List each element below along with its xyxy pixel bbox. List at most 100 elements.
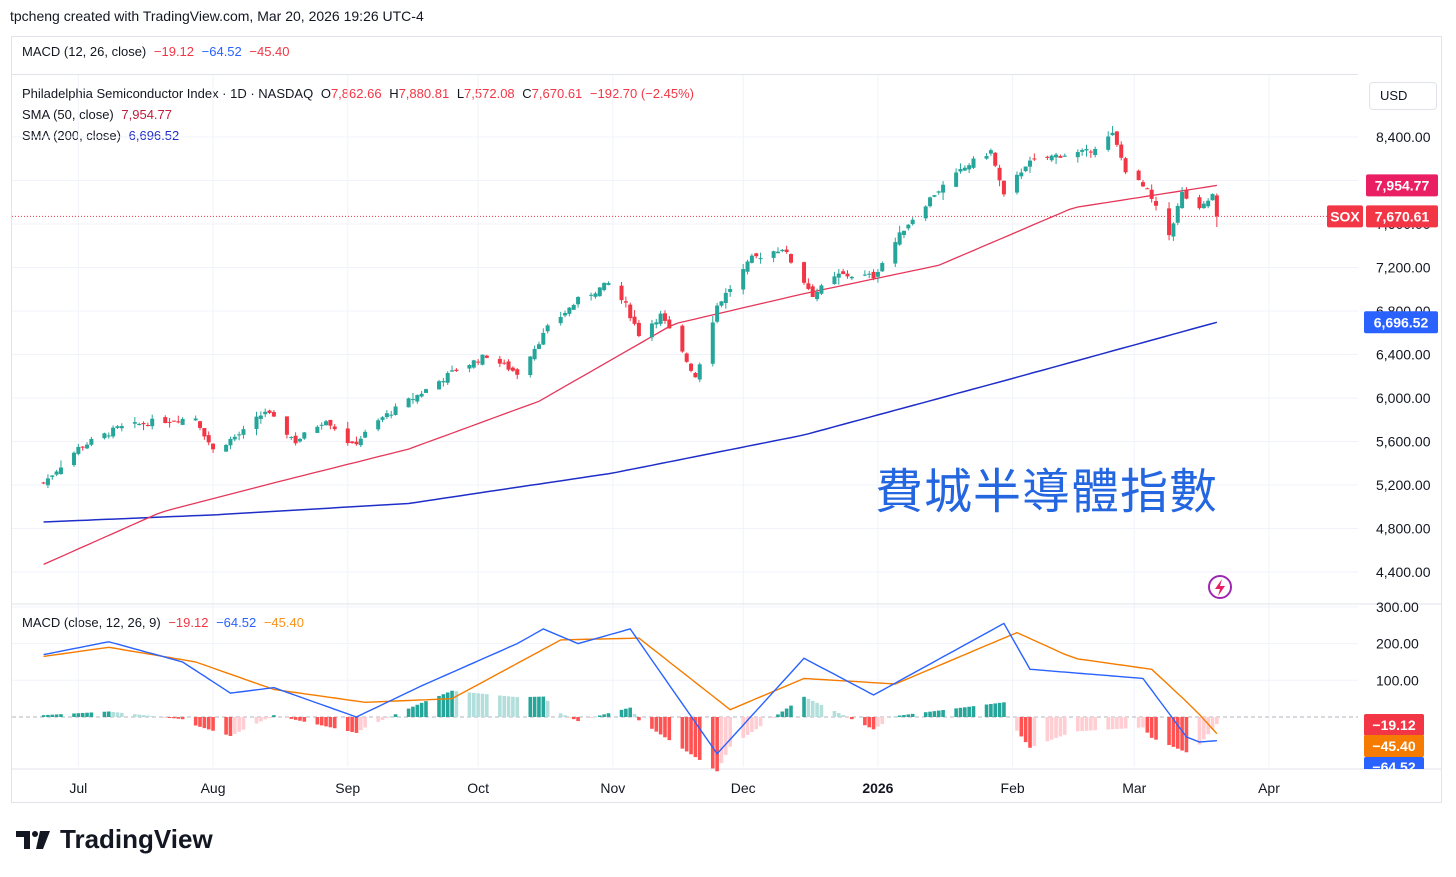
candle-body: [350, 441, 355, 443]
candle-body: [1032, 158, 1037, 160]
candle-body: [906, 224, 911, 229]
candle-body: [1028, 160, 1032, 167]
macd-histogram-bar: [80, 712, 85, 717]
macd-histogram-bar: [385, 717, 389, 719]
macd-histogram-bar: [1062, 717, 1067, 735]
macd-histogram-bar: [967, 706, 971, 717]
macd-histogram-bar: [954, 708, 958, 717]
candle-body: [967, 165, 972, 170]
candle-body: [928, 197, 933, 207]
candle-body: [901, 230, 906, 236]
candle-body: [1145, 188, 1150, 190]
candle-body: [180, 418, 185, 425]
candle-body: [993, 152, 998, 166]
macd-histogram-bar: [663, 717, 667, 738]
main-legend[interactable]: Philadelphia Semiconductor Index · 1D · …: [22, 86, 698, 101]
candle-body: [841, 271, 846, 275]
candle-body: [862, 274, 867, 276]
candle-body: [502, 362, 507, 364]
currency-selector[interactable]: USD: [1369, 82, 1437, 110]
macd-histogram-bar: [515, 697, 520, 717]
candle-body: [454, 369, 459, 371]
sma50-legend[interactable]: SMA (50, close) 7,954.77: [22, 107, 176, 122]
macd-histogram-bar: [771, 717, 776, 718]
macd-histogram-bar: [1145, 717, 1150, 733]
sma200-legend[interactable]: SMA (200, close) 6,696.52: [22, 128, 183, 143]
macd-histogram-bar: [650, 717, 654, 729]
candle-body: [437, 381, 442, 390]
candle-body: [89, 438, 94, 445]
candle-body: [384, 413, 389, 418]
candle-body: [410, 399, 415, 401]
macd-histogram-bar: [241, 717, 246, 730]
candle-body: [715, 305, 720, 322]
macd-histogram-bar: [632, 713, 637, 717]
macd-signal-line: [43, 631, 1218, 735]
candle-body: [754, 253, 759, 257]
macd-histogram-bar: [1110, 717, 1115, 730]
macd-legend[interactable]: MACD (close, 12, 26, 9) −19.12 −64.52 −4…: [22, 615, 308, 630]
x-tick-label: Sep: [335, 780, 360, 796]
candle-body: [80, 446, 85, 448]
macd-histogram-bar: [906, 714, 911, 717]
macd-histogram-bar: [680, 717, 685, 749]
macd-histogram-bar: [971, 706, 976, 717]
macd-histogram-bar: [441, 694, 446, 717]
candle-body: [1106, 136, 1111, 150]
candle-body: [510, 367, 515, 371]
macd-histogram-bar: [654, 717, 659, 732]
macd-histogram-bar: [228, 717, 233, 736]
candle-body: [1123, 158, 1128, 173]
macd-histogram-bar: [567, 717, 572, 718]
candle-body: [649, 323, 654, 338]
macd-histogram-bar: [263, 717, 267, 720]
candle-body: [1014, 174, 1019, 193]
candle-body: [302, 432, 307, 439]
x-tick-label: Dec: [731, 780, 756, 796]
sma50-value: 7,954.77: [121, 107, 172, 122]
macd-histogram-bar: [41, 715, 46, 717]
candle-body: [328, 419, 333, 426]
x-tick-label: Aug: [201, 780, 226, 796]
candle-body: [471, 360, 476, 368]
macd-histogram-bar: [363, 717, 367, 728]
macd-histogram-bar: [146, 715, 150, 717]
candle-body: [1110, 132, 1115, 136]
macd-y-tick-label: 200.00: [1376, 636, 1419, 652]
macd-histogram-bar: [54, 714, 59, 717]
top-macd-legend[interactable]: MACD (12, 26, close) −19.12 −64.52 −45.4…: [22, 44, 294, 59]
candle-body: [910, 219, 915, 225]
macd-signal-badge-bg: [1364, 735, 1424, 757]
candle-body: [476, 361, 481, 363]
candle-body: [867, 273, 872, 275]
candle-body: [423, 389, 428, 393]
tradingview-footer[interactable]: TradingView: [16, 824, 213, 855]
candle-body: [267, 410, 272, 413]
candle-body: [1001, 180, 1006, 195]
candle-body: [258, 415, 263, 419]
macd-histogram-bar: [1123, 717, 1128, 729]
tv-bolt-icon[interactable]: [1208, 575, 1232, 599]
macd-signal-badge: −45.40: [1372, 738, 1415, 754]
macd-histogram-bar: [902, 714, 906, 717]
candle-body: [167, 421, 172, 423]
macd-histogram-bar: [476, 693, 480, 717]
macd-histogram-bar: [863, 717, 867, 726]
candle-body: [680, 325, 685, 352]
macd-histogram-bar: [259, 717, 263, 722]
macd-histogram-bar: [285, 717, 289, 718]
candle-body: [806, 283, 811, 289]
macd-histogram-bar: [1197, 717, 1202, 745]
macd-histogram-bar: [841, 715, 845, 717]
macd-histogram-bar: [958, 707, 963, 717]
candle-body: [780, 249, 785, 252]
last-price-badge-bg: [1366, 205, 1438, 228]
x-tick-label: Nov: [600, 780, 625, 796]
macd-histogram-bar: [876, 717, 880, 727]
candle-body: [962, 167, 967, 171]
candle-body: [480, 354, 485, 365]
candle-body: [593, 293, 598, 297]
candle-body: [571, 304, 576, 310]
candle-body: [545, 325, 550, 332]
